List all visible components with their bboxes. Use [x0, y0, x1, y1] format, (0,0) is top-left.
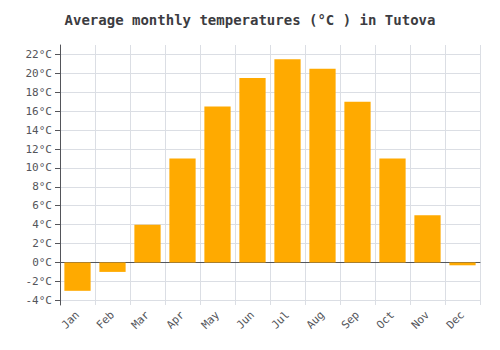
- svg-text:-4°C: -4°C: [26, 294, 53, 307]
- svg-text:Apr: Apr: [164, 308, 187, 331]
- svg-text:18°C: 18°C: [26, 86, 53, 99]
- svg-text:0°C: 0°C: [32, 256, 52, 269]
- svg-text:Average monthly temperatures (: Average monthly temperatures (°C ) in Tu…: [65, 12, 436, 28]
- svg-text:Jan: Jan: [59, 308, 82, 331]
- svg-text:16°C: 16°C: [26, 105, 53, 118]
- svg-text:Dec: Dec: [444, 308, 467, 331]
- svg-text:Sep: Sep: [339, 308, 362, 331]
- svg-text:12°C: 12°C: [26, 143, 53, 156]
- svg-text:Nov: Nov: [409, 308, 432, 331]
- svg-text:Jun: Jun: [234, 308, 257, 331]
- svg-text:-2°C: -2°C: [26, 275, 53, 288]
- svg-text:Feb: Feb: [94, 308, 117, 331]
- svg-text:Aug: Aug: [304, 308, 327, 331]
- svg-text:6°C: 6°C: [32, 199, 52, 212]
- svg-text:Jul: Jul: [269, 308, 292, 331]
- svg-text:14°C: 14°C: [26, 124, 53, 137]
- svg-text:4°C: 4°C: [32, 218, 52, 231]
- svg-text:Mar: Mar: [129, 308, 152, 331]
- svg-text:22°C: 22°C: [26, 48, 53, 61]
- svg-text:20°C: 20°C: [26, 67, 53, 80]
- svg-text:2°C: 2°C: [32, 237, 52, 250]
- svg-text:Oct: Oct: [374, 308, 397, 331]
- svg-text:May: May: [199, 308, 222, 331]
- svg-text:10°C: 10°C: [26, 161, 53, 174]
- svg-text:8°C: 8°C: [32, 180, 52, 193]
